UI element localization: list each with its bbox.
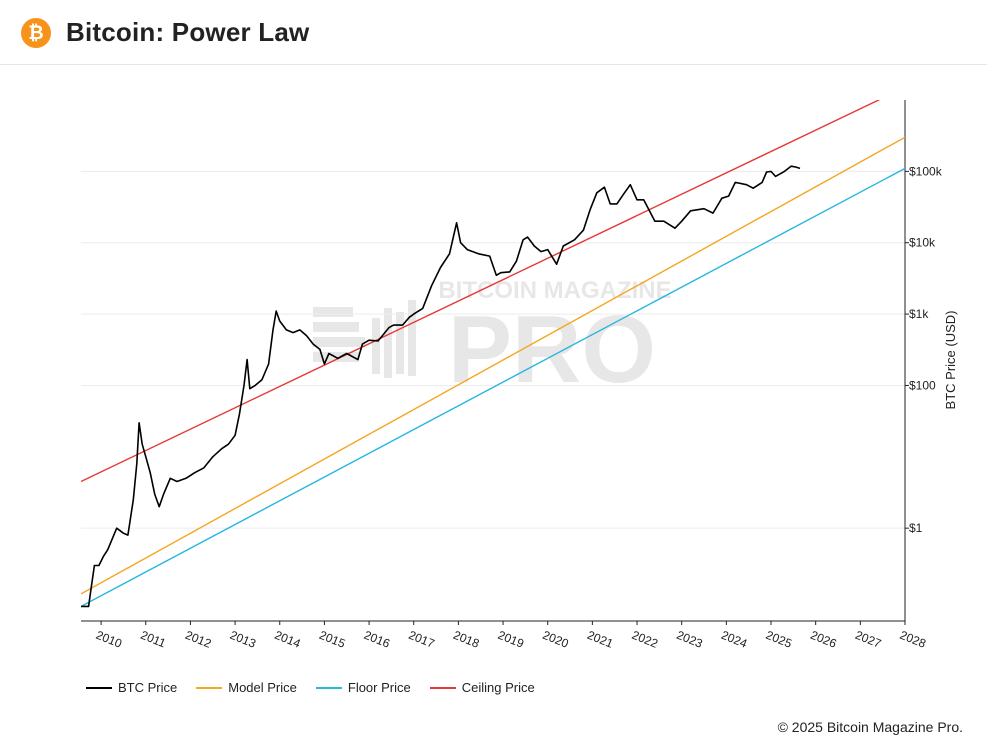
watermark-big-text: PRO <box>448 296 656 403</box>
y-axis-label: BTC Price (USD) <box>943 311 958 410</box>
x-tick-label: 2027 <box>853 628 883 651</box>
series-ceiling-price <box>81 100 881 483</box>
y-tick-label: $1k <box>909 307 929 321</box>
series-floor-price <box>81 167 905 608</box>
legend-item-model-price[interactable]: Model Price <box>196 680 297 695</box>
x-tick-label: 2018 <box>451 628 481 651</box>
x-tick-label: 2024 <box>719 628 749 651</box>
series-lines <box>81 100 905 608</box>
y-tick-label: $10k <box>909 236 936 250</box>
x-tick-label: 2022 <box>630 628 660 651</box>
legend-swatch <box>196 686 223 689</box>
y-axis-ticks: $1 $100 $1k $10k $100k <box>905 164 943 535</box>
legend-label: Floor Price <box>347 680 411 695</box>
watermark-bars-icon <box>313 300 416 378</box>
x-tick-label: 2011 <box>139 628 168 651</box>
y-tick-label: $1 <box>909 521 923 535</box>
x-axis-ticks: 2010 2011 2012 2013 2014 2015 2016 2017 2018 2019… <box>94 621 928 651</box>
series-btc-price <box>81 165 801 608</box>
x-tick-label: 2017 <box>407 628 437 651</box>
x-tick-label: 2016 <box>362 628 392 651</box>
x-tick-label: 2019 <box>496 628 526 651</box>
legend-swatch <box>86 686 112 689</box>
x-tick-label: 2028 <box>898 628 928 651</box>
bitcoin-logo-icon: ₿ <box>21 18 51 48</box>
x-tick-label: 2023 <box>675 628 705 651</box>
x-tick-label: 2015 <box>317 628 347 651</box>
x-tick-label: 2010 <box>94 628 124 651</box>
x-tick-label: 2020 <box>541 628 571 651</box>
legend-item-btc-price[interactable]: BTC Price <box>86 680 177 695</box>
x-tick-label: 2026 <box>809 628 839 651</box>
copyright-footer: © 2025 Bitcoin Magazine Pro. <box>777 719 963 735</box>
x-tick-label: 2012 <box>183 628 213 651</box>
x-tick-label: 2021 <box>585 628 615 651</box>
legend-swatch <box>315 686 342 689</box>
y-tick-label: $100k <box>909 164 943 178</box>
chart-legend: BTC Price Model Price Floor Price Ceilin… <box>86 680 535 695</box>
legend-label: Model Price <box>228 680 297 695</box>
legend-label: BTC Price <box>118 680 178 695</box>
legend-label: Ceiling Price <box>461 680 535 695</box>
page-title: Bitcoin: Power Law <box>66 17 310 47</box>
chart-header: ₿ Bitcoin: Power Law <box>0 0 987 65</box>
legend-item-ceiling-price[interactable]: Ceiling Price <box>429 680 535 695</box>
x-tick-label: 2014 <box>273 628 303 651</box>
y-tick-label: $100 <box>909 378 936 392</box>
legend-swatch <box>429 686 456 689</box>
watermark-top-text: BITCOIN MAGAZINE <box>438 277 671 304</box>
x-tick-label: 2025 <box>764 628 794 651</box>
x-tick-label: 2013 <box>228 628 258 651</box>
legend-item-floor-price[interactable]: Floor Price <box>315 680 411 695</box>
series-model-price <box>81 136 905 595</box>
axes <box>81 100 906 622</box>
